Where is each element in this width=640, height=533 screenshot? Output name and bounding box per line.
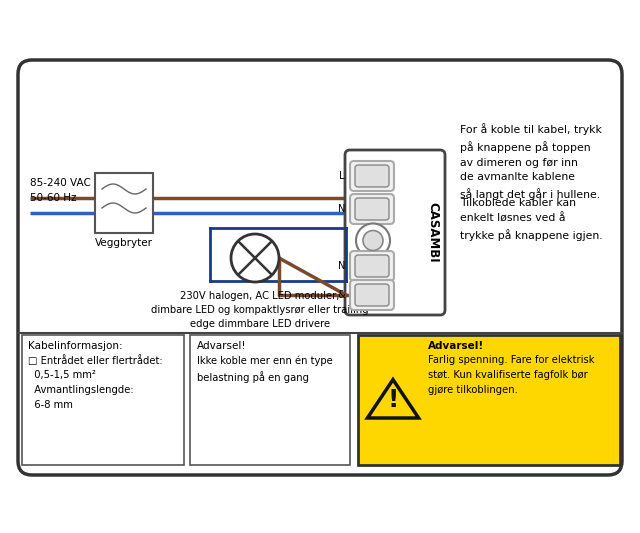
Circle shape [231, 234, 279, 282]
Bar [95, 173, 153, 233]
FancyBboxPatch shape [345, 150, 445, 315]
Bar [358, 335, 620, 465]
Text: 0,5-1,5 mm²: 0,5-1,5 mm² [28, 370, 96, 380]
Text: &: & [337, 290, 345, 300]
Circle shape [356, 223, 390, 257]
Text: CASAMBI: CASAMBI [426, 202, 440, 263]
FancyBboxPatch shape [350, 280, 394, 310]
Text: □ Entrådet eller flertrådet:: □ Entrådet eller flertrådet: [28, 355, 163, 366]
Bar [190, 335, 350, 465]
Text: N: N [338, 261, 345, 271]
Text: L: L [339, 171, 345, 181]
FancyBboxPatch shape [355, 284, 389, 306]
Polygon shape [367, 379, 419, 418]
Text: 85-240 VAC
50-60 Hz: 85-240 VAC 50-60 Hz [30, 178, 91, 203]
Text: For å koble til kabel, trykk
på knappene på toppen
av dimeren og før inn
de avma: For å koble til kabel, trykk på knappene… [460, 123, 602, 200]
FancyBboxPatch shape [355, 255, 389, 277]
Text: Farlig spenning. Fare for elektrisk
støt. Kun kvalifiserte fagfolk bør
gjøre til: Farlig spenning. Fare for elektrisk støt… [428, 355, 595, 394]
Text: Avmantlingslengde:: Avmantlingslengde: [28, 385, 134, 395]
Text: 230V halogen, AC LED moduler,
dimbare LED og kompaktlysrør eller trailing
edge d: 230V halogen, AC LED moduler, dimbare LE… [151, 291, 369, 329]
FancyBboxPatch shape [355, 165, 389, 187]
Text: Ikke koble mer enn én type
belastning på en gang: Ikke koble mer enn én type belastning på… [197, 355, 333, 383]
Text: 6-8 mm: 6-8 mm [28, 400, 73, 410]
FancyBboxPatch shape [350, 161, 394, 191]
FancyBboxPatch shape [18, 60, 622, 475]
Text: N: N [338, 204, 345, 214]
Bar [22, 335, 184, 465]
FancyBboxPatch shape [350, 194, 394, 224]
Text: Veggbryter: Veggbryter [95, 238, 153, 248]
Text: Tilkoblede kabler kan
enkelt løsnes ved å
trykke på knappene igjen.: Tilkoblede kabler kan enkelt løsnes ved … [460, 198, 603, 241]
Circle shape [363, 230, 383, 251]
FancyBboxPatch shape [355, 198, 389, 220]
Text: !: ! [387, 388, 399, 412]
FancyBboxPatch shape [350, 251, 394, 281]
Text: Kabelinformasjon:: Kabelinformasjon: [28, 341, 123, 351]
Text: Advarsel!: Advarsel! [428, 341, 484, 351]
Text: Advarsel!: Advarsel! [197, 341, 246, 351]
